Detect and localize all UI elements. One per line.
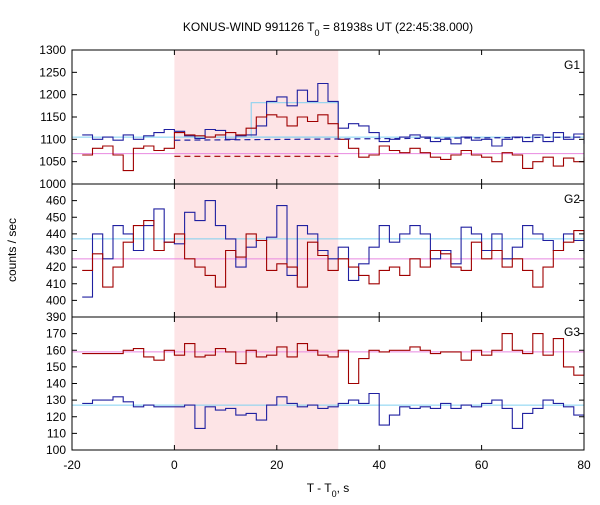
y-tick-label: 1150 xyxy=(40,110,66,124)
x-tick-label: -20 xyxy=(63,458,81,472)
y-tick-label: 410 xyxy=(46,277,66,291)
blue-histogram-G3 xyxy=(82,392,585,429)
y-tick-label: 1100 xyxy=(40,132,66,146)
panel-label-G3: G3 xyxy=(564,325,580,339)
y-tick-label: 1000 xyxy=(39,177,66,191)
red-histogram-G1 xyxy=(82,114,585,172)
x-axis-title: T - T0, s xyxy=(307,481,350,499)
y-tick-label: 1250 xyxy=(39,65,66,79)
y-tick-label: 140 xyxy=(46,377,66,391)
chart-title: KONUS-WIND 991126 T0 = 81938s UT (22:45:… xyxy=(183,20,473,38)
y-tick-label: 420 xyxy=(46,260,66,274)
panel-label-G1: G1 xyxy=(564,58,580,72)
y-tick-label: 460 xyxy=(46,194,66,208)
x-tick-label: 60 xyxy=(475,458,489,472)
x-tick-label: 40 xyxy=(373,458,387,472)
y-tick-label: 430 xyxy=(46,244,66,258)
blue-dashed-line-G1 xyxy=(174,136,585,141)
x-tick-label: 80 xyxy=(577,458,591,472)
y-tick-label: 400 xyxy=(46,293,66,307)
y-tick-label: 170 xyxy=(46,327,66,341)
y-tick-label: 1200 xyxy=(39,88,66,102)
y-tick-label: 110 xyxy=(47,426,66,440)
red-histogram-G3 xyxy=(82,333,585,385)
y-tick-label: 150 xyxy=(46,360,66,374)
blue-histogram-G1 xyxy=(82,82,585,147)
y-tick-label: 440 xyxy=(46,227,66,241)
y-tick-label: 1300 xyxy=(39,43,66,57)
panel-label-G2: G2 xyxy=(564,192,580,206)
highlight-band xyxy=(174,50,339,450)
y-tick-label: 130 xyxy=(46,393,66,407)
y-tick-label: 120 xyxy=(46,410,66,424)
y-tick-label: 390 xyxy=(46,310,66,324)
y-tick-label: 1050 xyxy=(39,155,66,169)
y-axis-title: counts / sec xyxy=(5,218,19,282)
y-tick-label: 100 xyxy=(46,443,66,457)
y-tick-label: 160 xyxy=(46,343,66,357)
x-tick-label: 20 xyxy=(270,458,284,472)
x-tick-label: 0 xyxy=(171,458,178,472)
red-histogram-G2 xyxy=(82,220,585,288)
y-tick-label: 450 xyxy=(46,210,66,224)
